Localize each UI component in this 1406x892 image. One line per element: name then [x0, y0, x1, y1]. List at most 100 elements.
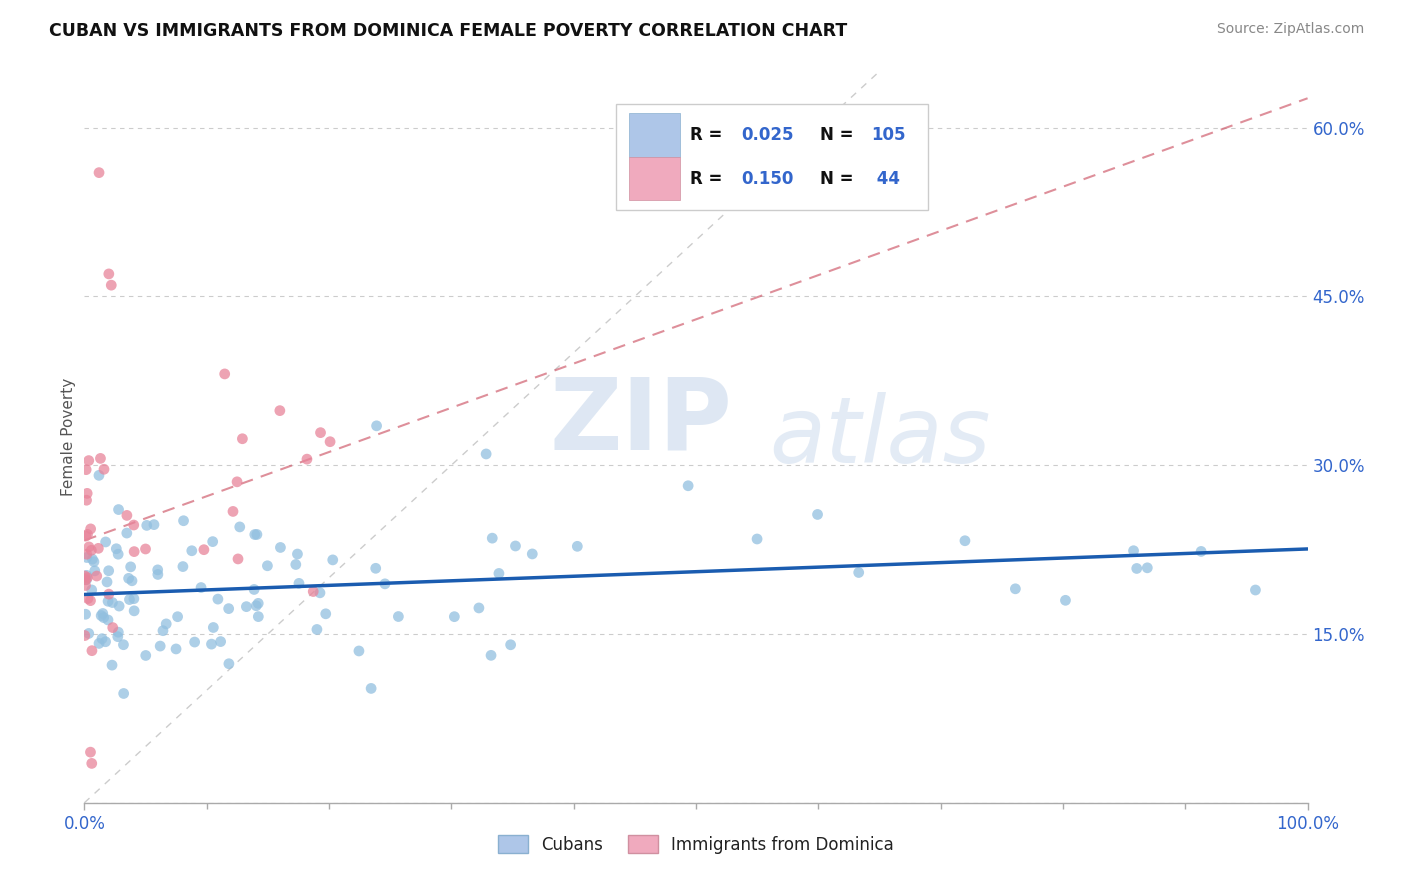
- Point: [287, 547, 309, 561]
- Point: [135, 648, 157, 663]
- Point: [82, 552, 104, 566]
- Point: [200, 637, 222, 651]
- Point: [76, 550, 98, 565]
- Point: [806, 508, 828, 522]
- Point: [122, 604, 145, 618]
- Point: [89, 451, 111, 466]
- Point: [149, 639, 172, 653]
- Point: [112, 686, 135, 700]
- Point: [115, 508, 138, 523]
- Text: 0.150: 0.150: [741, 169, 793, 188]
- Point: [107, 502, 129, 516]
- Point: [97, 594, 120, 608]
- Point: [118, 592, 141, 607]
- Point: [347, 644, 370, 658]
- Point: [107, 625, 129, 640]
- Point: [226, 475, 249, 489]
- Point: [226, 552, 249, 566]
- Point: [75, 463, 97, 477]
- Point: [201, 534, 224, 549]
- Point: [77, 591, 100, 606]
- Point: [1054, 593, 1077, 607]
- Point: [77, 453, 100, 467]
- Text: 0.025: 0.025: [741, 126, 794, 144]
- Point: [79, 593, 101, 607]
- Point: [93, 610, 115, 624]
- Point: [87, 636, 110, 650]
- Point: [745, 532, 768, 546]
- Point: [143, 517, 166, 532]
- Text: R =: R =: [690, 169, 728, 188]
- Point: [235, 599, 257, 614]
- Point: [231, 432, 253, 446]
- Point: [309, 425, 332, 440]
- Point: [218, 601, 240, 615]
- Point: [94, 634, 117, 648]
- Point: [77, 540, 100, 554]
- Point: [505, 539, 527, 553]
- Point: [152, 624, 174, 638]
- Point: [122, 544, 145, 558]
- Point: [309, 586, 332, 600]
- Point: [73, 628, 96, 642]
- FancyBboxPatch shape: [628, 113, 681, 157]
- Point: [97, 613, 120, 627]
- Point: [79, 745, 101, 759]
- Point: [1136, 561, 1159, 575]
- Point: [117, 571, 139, 585]
- Point: [101, 658, 124, 673]
- Text: ZIP: ZIP: [550, 374, 733, 471]
- Point: [75, 578, 97, 592]
- Point: [315, 607, 337, 621]
- Point: [202, 620, 225, 634]
- Point: [183, 635, 205, 649]
- Point: [87, 541, 110, 556]
- Point: [1122, 543, 1144, 558]
- Point: [468, 601, 491, 615]
- Text: CUBAN VS IMMIGRANTS FROM DOMINICA FEMALE POVERTY CORRELATION CHART: CUBAN VS IMMIGRANTS FROM DOMINICA FEMALE…: [49, 22, 848, 40]
- Point: [848, 566, 870, 580]
- FancyBboxPatch shape: [628, 157, 681, 201]
- Point: [146, 563, 169, 577]
- Point: [180, 543, 202, 558]
- Point: [121, 574, 143, 588]
- Point: [80, 643, 103, 657]
- Point: [522, 547, 544, 561]
- Point: [269, 541, 291, 555]
- Point: [676, 479, 699, 493]
- Point: [488, 566, 510, 581]
- Point: [75, 573, 97, 587]
- Point: [90, 608, 112, 623]
- Point: [245, 599, 267, 613]
- Point: [76, 493, 98, 508]
- Point: [295, 452, 318, 467]
- Point: [135, 518, 157, 533]
- Point: [387, 609, 409, 624]
- Point: [214, 367, 236, 381]
- Point: [288, 576, 311, 591]
- Point: [80, 543, 103, 558]
- Point: [122, 591, 145, 606]
- Point: [122, 518, 145, 533]
- Point: [246, 527, 269, 541]
- Point: [86, 569, 108, 583]
- Point: [87, 166, 110, 180]
- Legend: Cubans, Immigrants from Dominica: Cubans, Immigrants from Dominica: [491, 829, 901, 860]
- Point: [80, 756, 103, 771]
- Point: [93, 462, 115, 476]
- Point: [256, 558, 278, 573]
- Point: [107, 547, 129, 561]
- Text: 105: 105: [870, 126, 905, 144]
- Point: [87, 468, 110, 483]
- Point: [107, 630, 129, 644]
- Point: [284, 558, 307, 572]
- Text: Source: ZipAtlas.com: Source: ZipAtlas.com: [1216, 22, 1364, 37]
- FancyBboxPatch shape: [616, 104, 928, 211]
- Point: [91, 632, 114, 646]
- Point: [481, 531, 503, 545]
- Point: [115, 526, 138, 541]
- Point: [443, 609, 465, 624]
- Point: [75, 607, 97, 622]
- Point: [190, 581, 212, 595]
- Point: [207, 592, 229, 607]
